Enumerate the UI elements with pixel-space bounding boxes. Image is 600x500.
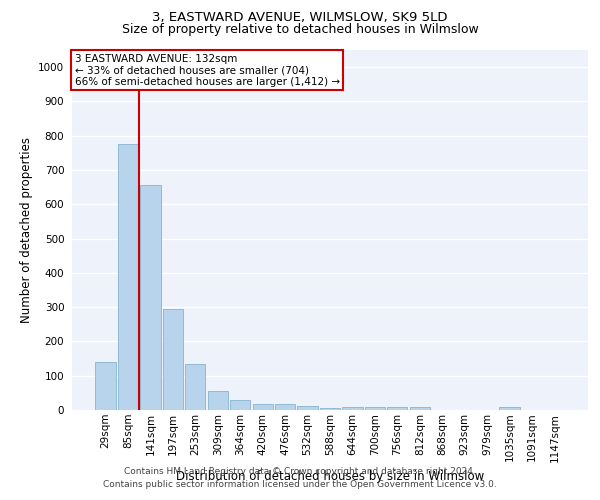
Bar bbox=[410, 407, 430, 410]
Bar bbox=[140, 186, 161, 410]
Bar bbox=[298, 406, 317, 410]
X-axis label: Distribution of detached houses by size in Wilmslow: Distribution of detached houses by size … bbox=[176, 470, 484, 483]
Bar bbox=[499, 406, 520, 410]
Bar bbox=[365, 406, 385, 410]
Bar bbox=[185, 364, 205, 410]
Text: 3 EASTWARD AVENUE: 132sqm
← 33% of detached houses are smaller (704)
66% of semi: 3 EASTWARD AVENUE: 132sqm ← 33% of detac… bbox=[74, 54, 340, 87]
Bar bbox=[95, 362, 116, 410]
Bar bbox=[343, 407, 362, 410]
Bar bbox=[253, 404, 273, 410]
Bar bbox=[208, 391, 228, 410]
Bar bbox=[387, 406, 407, 410]
Bar bbox=[163, 309, 183, 410]
Y-axis label: Number of detached properties: Number of detached properties bbox=[20, 137, 32, 323]
Bar bbox=[275, 404, 295, 410]
Bar bbox=[320, 408, 340, 410]
Bar bbox=[230, 400, 250, 410]
Bar bbox=[118, 144, 138, 410]
Text: 3, EASTWARD AVENUE, WILMSLOW, SK9 5LD: 3, EASTWARD AVENUE, WILMSLOW, SK9 5LD bbox=[152, 11, 448, 24]
Text: Size of property relative to detached houses in Wilmslow: Size of property relative to detached ho… bbox=[122, 22, 478, 36]
Text: Contains HM Land Registry data © Crown copyright and database right 2024.
Contai: Contains HM Land Registry data © Crown c… bbox=[103, 468, 497, 489]
